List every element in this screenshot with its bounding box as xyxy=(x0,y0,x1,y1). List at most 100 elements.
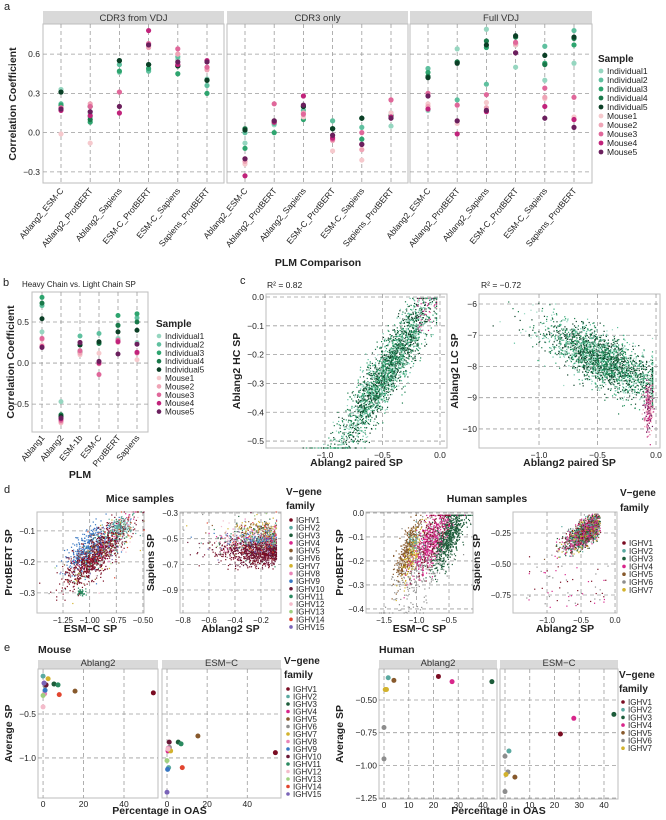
scatter-point xyxy=(378,372,380,374)
scatter-point xyxy=(565,339,568,342)
scatter-point xyxy=(364,400,366,402)
scatter-point xyxy=(381,356,384,358)
scatter-point xyxy=(384,371,386,373)
scatter-point xyxy=(538,341,540,343)
scatter-point xyxy=(573,340,576,342)
scatter-point xyxy=(407,316,409,318)
scatter-point xyxy=(378,377,380,380)
scatter-point xyxy=(378,368,380,370)
scatter-point xyxy=(395,348,398,350)
scatter-point xyxy=(649,378,651,380)
scatter-point xyxy=(353,425,355,427)
scatter-point xyxy=(380,351,383,353)
scatter-point xyxy=(375,387,377,389)
scatter-point xyxy=(603,356,606,359)
scatter-point xyxy=(643,378,645,380)
scatter-point xyxy=(598,360,600,362)
scatter-point xyxy=(585,344,588,346)
scatter-point xyxy=(588,358,591,360)
scatter-point xyxy=(536,311,538,313)
scatter-point xyxy=(391,369,393,371)
scatter-point xyxy=(425,335,428,337)
scatter-point xyxy=(552,334,554,336)
scatter-point xyxy=(651,366,654,369)
scatter-point xyxy=(585,371,587,373)
scatter-point xyxy=(386,406,389,408)
scatter-point xyxy=(371,399,373,401)
scatter-point xyxy=(637,355,639,357)
scatter-point xyxy=(355,409,357,411)
scatter-point xyxy=(601,357,603,360)
scatter-point xyxy=(420,343,423,345)
scatter-point xyxy=(365,416,367,418)
scatter-point xyxy=(647,382,649,384)
scatter-point xyxy=(641,378,643,380)
scatter-point xyxy=(376,374,378,376)
scatter-point xyxy=(386,360,389,362)
scatter-point xyxy=(362,431,364,433)
scatter-point xyxy=(392,352,394,354)
scatter-point xyxy=(546,318,548,321)
scatter-point xyxy=(587,352,589,354)
scatter-point xyxy=(601,352,603,354)
scatter-point xyxy=(389,357,391,359)
scatter-point xyxy=(396,388,398,391)
scatter-point xyxy=(413,362,415,365)
scatter-point xyxy=(593,322,595,324)
scatter-point xyxy=(380,387,383,389)
scatter-point xyxy=(641,381,643,383)
scatter-point xyxy=(348,437,351,439)
scatter-point xyxy=(387,359,389,361)
scatter-point xyxy=(375,397,377,399)
scatter-point xyxy=(431,297,433,300)
scatter-point xyxy=(581,346,583,348)
scatter-point xyxy=(360,406,362,409)
scatter-point xyxy=(553,326,555,328)
scatter-point xyxy=(640,375,642,378)
scatter-point xyxy=(556,339,558,341)
scatter-point xyxy=(602,361,605,363)
scatter-point xyxy=(409,333,411,336)
scatter-point xyxy=(372,405,374,408)
scatter-point xyxy=(586,360,588,362)
scatter-point xyxy=(587,329,589,331)
data-point xyxy=(271,118,277,124)
scatter-point xyxy=(401,328,403,331)
scatter-point xyxy=(531,319,533,321)
scatter-point xyxy=(631,361,633,364)
scatter-point xyxy=(389,359,392,361)
scatter-point xyxy=(651,368,654,370)
scatter-point xyxy=(587,371,589,373)
scatter-point xyxy=(392,382,394,384)
scatter-point xyxy=(636,376,638,378)
scatter-point xyxy=(368,423,371,425)
scatter-point xyxy=(376,341,378,343)
scatter-point xyxy=(435,313,438,315)
scatter-point xyxy=(400,376,402,378)
scatter-point xyxy=(370,407,372,410)
scatter-point xyxy=(583,367,585,369)
scatter-point xyxy=(591,375,593,377)
scatter-point xyxy=(376,371,379,373)
scatter-point xyxy=(566,353,568,355)
scatter-point xyxy=(339,427,341,429)
scatter-point xyxy=(415,303,418,306)
scatter-point xyxy=(518,329,521,331)
scatter-point xyxy=(431,298,433,300)
scatter-point xyxy=(349,426,352,429)
scatter-point xyxy=(395,339,397,341)
scatter-point xyxy=(380,372,382,374)
scatter-point xyxy=(595,342,597,344)
scatter-point xyxy=(311,447,313,449)
scatter-point xyxy=(364,447,366,449)
scatter-point xyxy=(397,365,400,367)
scatter-point xyxy=(600,361,603,363)
legend-entry: Individual1 xyxy=(607,66,648,76)
scatter-point xyxy=(592,350,594,353)
scatter-point xyxy=(429,308,431,310)
scatter-point xyxy=(532,346,534,348)
scatter-point xyxy=(423,301,425,303)
scatter-point xyxy=(342,441,344,443)
scatter-point xyxy=(362,399,364,401)
scatter-point xyxy=(593,353,595,355)
